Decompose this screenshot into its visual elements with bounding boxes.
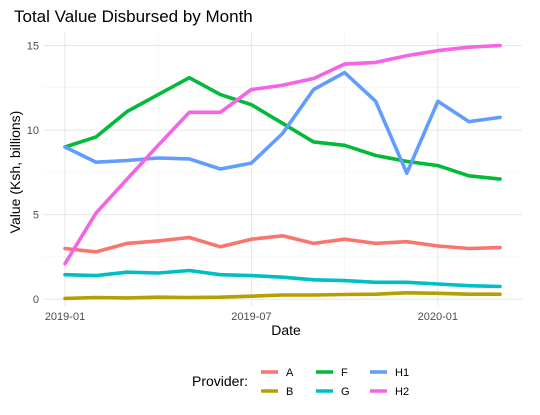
x-tick-label: 2020-01 bbox=[418, 311, 458, 323]
y-tick-label: 15 bbox=[27, 41, 39, 53]
series-line-g bbox=[63, 268, 502, 289]
legend-label-h2: H2 bbox=[395, 386, 409, 398]
chart-title: Total Value Disbursed by Month bbox=[14, 7, 253, 26]
series-line-h2 bbox=[63, 43, 502, 266]
x-axis-title: Date bbox=[271, 322, 301, 338]
y-tick-label: 5 bbox=[33, 210, 39, 222]
legend-label-h1: H1 bbox=[395, 367, 409, 379]
series-line-f bbox=[63, 75, 502, 181]
y-axis-title: Value (Ksh, billions) bbox=[7, 111, 23, 234]
series-lines bbox=[63, 43, 502, 301]
y-axis-ticks: 0 5 10 15 bbox=[27, 41, 39, 307]
series-line-h1 bbox=[63, 70, 502, 175]
series-line-a bbox=[63, 234, 502, 254]
x-tick-label: 2019-07 bbox=[231, 311, 271, 323]
y-tick-label: 0 bbox=[33, 294, 39, 306]
legend-label-f: F bbox=[341, 367, 348, 379]
x-tick-label: 2019-01 bbox=[45, 311, 85, 323]
x-axis-ticks: 2019-01 2019-07 2020-01 bbox=[45, 311, 458, 323]
series-line-b bbox=[63, 291, 502, 301]
y-tick-label: 10 bbox=[27, 125, 39, 137]
legend-label-b: B bbox=[286, 386, 293, 398]
legend: Provider: AB FG H1 H2 bbox=[192, 367, 409, 398]
legend-title: Provider: bbox=[192, 373, 248, 389]
legend-label-g: G bbox=[341, 386, 350, 398]
legend-label-a: A bbox=[286, 367, 294, 379]
